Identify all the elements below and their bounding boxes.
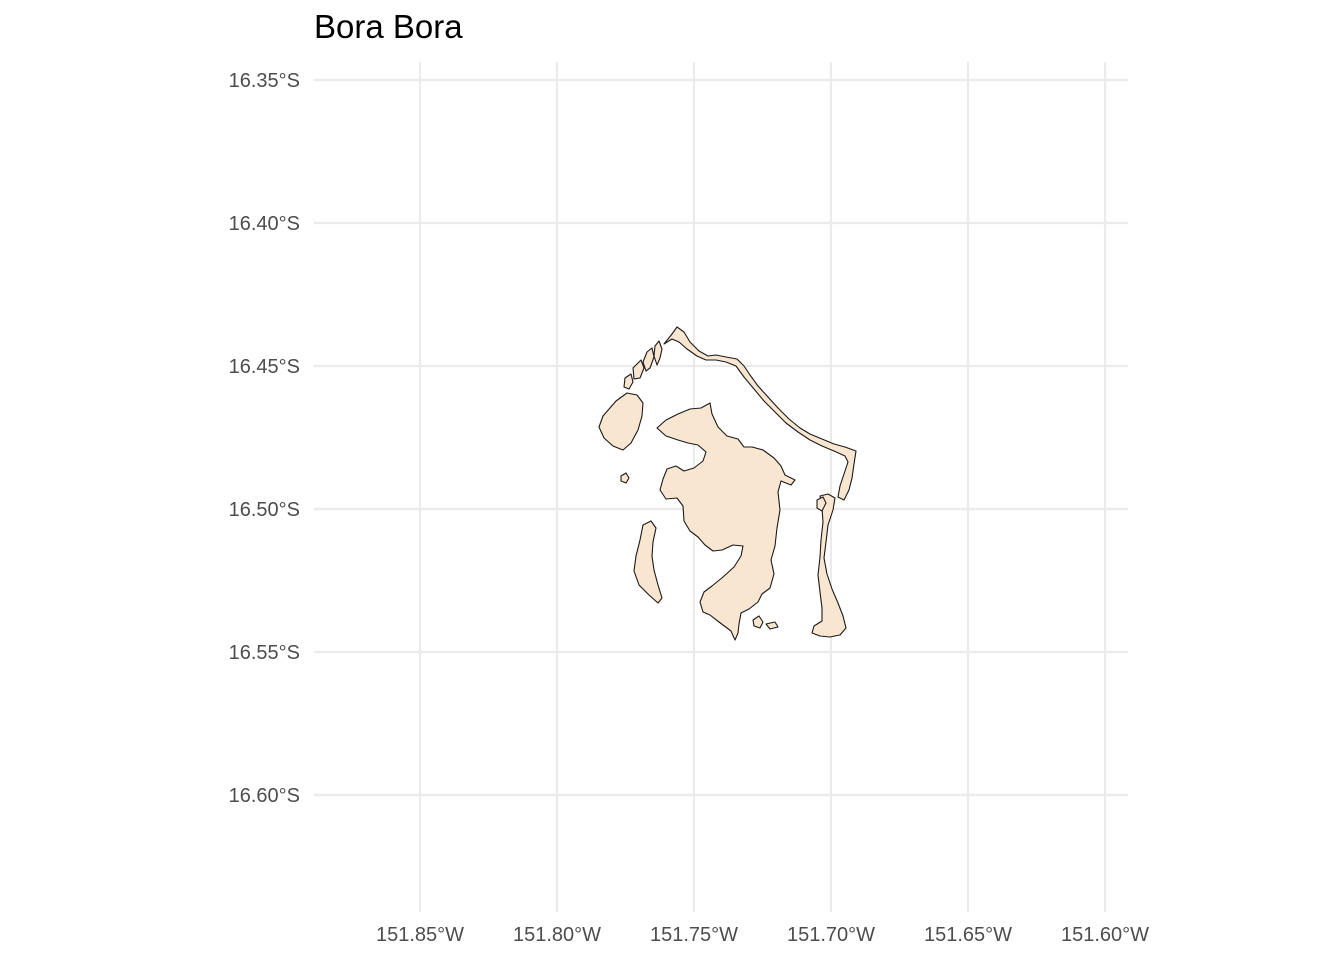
west-motu	[598, 392, 644, 451]
south-islet-2	[765, 621, 779, 630]
x-tick-label: 151.85°W	[376, 924, 464, 946]
y-tick-label: 16.55°S	[229, 642, 300, 664]
main-island	[656, 402, 796, 641]
southwest-motu	[633, 520, 663, 604]
south-islet-1	[752, 615, 764, 629]
x-tick-label: 151.70°W	[787, 924, 875, 946]
nw-motu-4	[623, 373, 634, 390]
y-tick-label: 16.40°S	[229, 213, 300, 235]
y-tick-label: 16.60°S	[229, 785, 300, 807]
nw-motu-1	[653, 340, 663, 366]
x-axis-labels: 151.85°W 151.80°W 151.75°W 151.70°W 151.…	[376, 924, 1149, 946]
north-reef-motu	[663, 326, 857, 501]
y-axis-labels: 16.35°S 16.40°S 16.45°S 16.50°S 16.55°S …	[229, 70, 300, 807]
y-tick-label: 16.35°S	[229, 70, 300, 92]
y-tick-label: 16.45°S	[229, 356, 300, 378]
nw-motu-3	[632, 359, 645, 380]
east-reef-motu	[811, 493, 847, 638]
tiny-islet	[620, 472, 630, 484]
nw-motu-2	[642, 347, 655, 372]
x-tick-label: 151.65°W	[924, 924, 1012, 946]
east-small-motu	[816, 496, 827, 512]
x-tick-label: 151.75°W	[650, 924, 738, 946]
x-tick-label: 151.60°W	[1061, 924, 1149, 946]
y-tick-label: 16.50°S	[229, 499, 300, 521]
island-polygons	[598, 326, 857, 641]
x-tick-label: 151.80°W	[513, 924, 601, 946]
map-title: Bora Bora	[314, 8, 463, 45]
